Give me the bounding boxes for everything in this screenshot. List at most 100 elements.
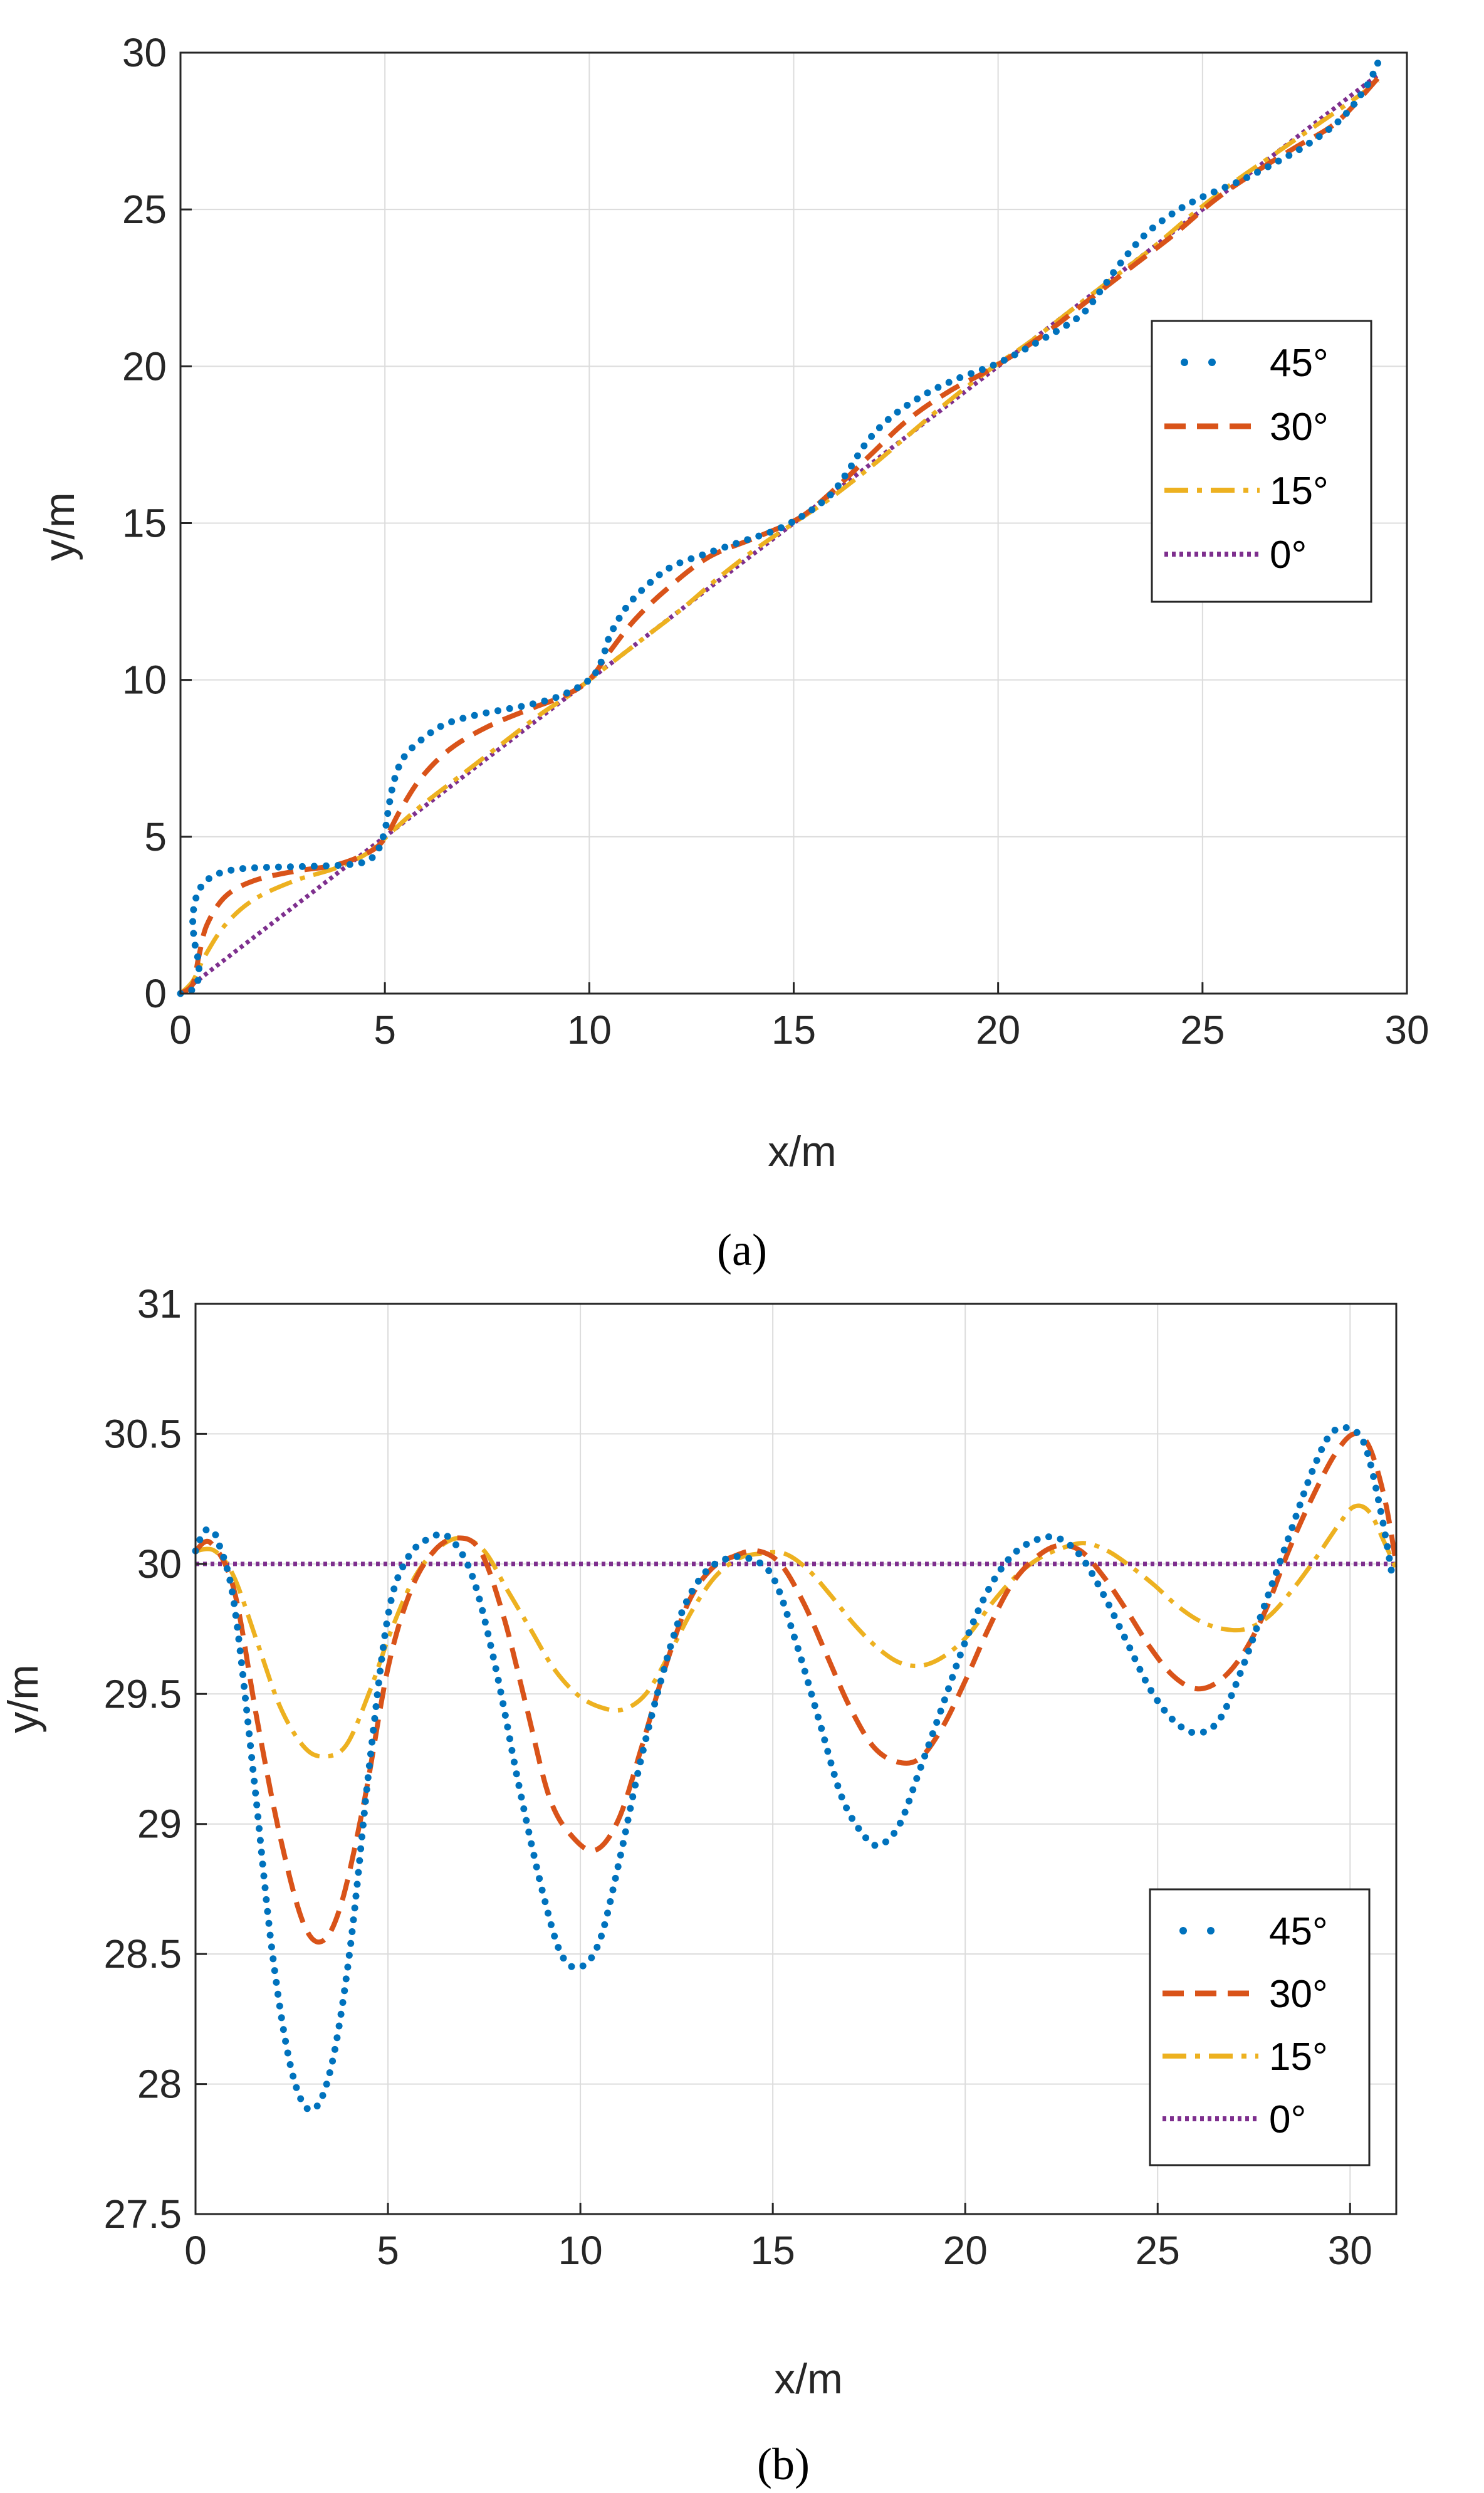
chart-b-series-45deg-point [897,1819,904,1827]
chart-b-legend-entry-45: 45° [1179,1910,1328,1953]
chart-b-series-45deg-point [367,1750,374,1758]
chart-b-series-45deg-point [494,1676,502,1684]
chart-b-series-45deg-point [682,1598,690,1605]
chart-b-series-45deg-point [913,1775,921,1782]
chart-b-series-45deg-point [363,1786,370,1793]
chart-b-caption: (b) [757,2439,810,2489]
chart-b-series-45deg-point [323,2081,330,2088]
chart-b-series-45deg-point [1280,1546,1288,1554]
chart-b-series-45deg-point [1249,1636,1257,1644]
chart-a-series-45deg-point [388,786,395,794]
chart-b-series-45deg-point [906,1797,913,1805]
chart-b-legend-swatch-45 [1179,1927,1215,1934]
chart-a-series-45deg-point [854,452,861,459]
chart-a-x-tick-label: 25 [1180,1007,1225,1052]
chart-b-series-45deg-point [871,1842,879,1849]
chart-b-series-45deg-point [997,1565,1005,1573]
chart-a-series-45deg-point [286,863,294,871]
chart-b-series-45deg-point [1057,1535,1064,1543]
chart-b-series-45deg-point [278,2014,285,2022]
chart-a-series-45deg-point [1103,278,1110,286]
chart-b-series-45deg-point [241,1682,248,1690]
chart-a-series-45deg-point [924,389,931,397]
chart-a-x-tick-label: 10 [567,1007,612,1052]
chart-a-series-45deg-point [1149,224,1156,232]
chart-b-series-45deg-point [1342,1424,1350,1431]
chart-b-plot-frame [194,1303,1398,2215]
chart-a-series-45deg-point [1089,298,1097,305]
chart-b-series-45deg-point [383,1620,390,1628]
chart-b-series-45deg-point [331,2045,338,2053]
chart-b-series-45deg-point [629,1793,637,1800]
chart-b-series-45deg-point [794,1645,802,1652]
chart-b-series-45deg-point [481,1619,489,1626]
chart-b-x-ticks: 0 5 10 15 20 25 30 [184,2203,1372,2273]
chart-b-series-45deg-point [244,1718,252,1726]
chart-b-series-45deg-point [220,1553,227,1561]
chart-b-series-45deg-point [1188,1729,1196,1736]
chart-b-series-45deg-point [263,1896,270,1903]
chart-b-series-45deg-point [290,2072,297,2080]
chart-a-series-45deg-point [1032,340,1039,347]
chart-b-series-45deg-point [247,1742,254,1750]
chart-b-series-45deg-point [722,1555,729,1563]
chart-b-series-45deg-point [459,1551,466,1558]
chart-b-series-45deg-point [568,1963,575,1970]
chart-b-series-45deg-point [609,1886,617,1894]
chart-a-series-45deg-point [400,753,408,760]
chart-b-series-45deg-point [508,1746,516,1754]
chart-b-series-45deg-point [929,1730,936,1738]
chart-a-series-45deg-point [1315,133,1323,140]
chart-a-series-45deg-point [1305,139,1313,147]
chart-a-series-45deg-point [563,689,571,696]
chart-b-series-45deg-point [387,1597,395,1604]
chart-a-series-45deg-point [638,587,645,594]
chart-a-series-45deg-point [978,366,986,373]
chart-b-series-45deg-point [1285,1535,1292,1543]
chart-b-y-axis-label: y/m [0,1664,47,1733]
chart-b-series-45deg-point [1089,1570,1096,1577]
chart-a-series-45deg-point [358,859,365,866]
chart-a-series-45deg-point [541,697,548,705]
chart-b-x-tick-label: 5 [377,2228,399,2273]
chart-b-series-45deg-point [780,1599,787,1607]
chart-b-series-45deg-point [801,1667,808,1675]
chart-b-series-45deg-point [756,1559,763,1567]
chart-b-series-45deg-point [1353,1429,1361,1436]
chart-b-series-45deg-point [271,1967,278,1975]
chart-a-series-45deg-point [1189,198,1196,206]
chart-a-series-45deg-point [1232,179,1240,186]
chart-a-series-45deg-point [1117,260,1124,267]
chart-b-series-45deg-point [838,1793,845,1801]
chart-a-y-tick-label: 10 [122,658,167,703]
chart-a-series-45deg-point [647,579,654,586]
chart-b-series-45deg-point [390,1585,398,1593]
chart-b-series-45deg-point [834,1782,842,1790]
chart-a-series-45deg-point [945,379,953,386]
chart-b-series-45deg-point [961,1640,968,1647]
chart-a-series-45deg-point [196,965,202,972]
chart-b-series-45deg-point [965,1629,973,1637]
chart-b-series-45deg-point [268,1943,275,1951]
chart-b-series-45deg-point [969,1618,977,1625]
chart-b-series-45deg-point [254,1813,262,1820]
chart-b-series-45deg-point [265,1919,273,1927]
chart-a-series-45deg-point [194,953,201,960]
chart-b-series-45deg-point [269,1955,277,1963]
chart-a-series-45deg-point [298,863,306,870]
chart-b-series-45deg-point [1236,1670,1244,1677]
chart-b-series-45deg-point [504,1723,511,1731]
chart-b-series-45deg-point [1265,1591,1272,1598]
chart-b-series-45deg-point [1141,1676,1149,1684]
chart-a-series-45deg-point [274,863,282,871]
chart-b-series-45deg-point [1296,1501,1304,1509]
chart-b-series-45deg-point [1154,1697,1161,1704]
chart-b-series-45deg-point [985,1586,992,1593]
chart-b-series-45deg-point [555,1944,562,1951]
chart-b-series-45deg-point [1023,1541,1030,1548]
chart-b-series-45deg-point [350,1916,357,1924]
chart-b-series-45deg-point [827,1759,835,1766]
chart-b-series-45deg-point [1067,1541,1074,1549]
chart-a-series-45deg-point [227,866,235,874]
chart-a-y-tick-label: 20 [122,344,167,389]
